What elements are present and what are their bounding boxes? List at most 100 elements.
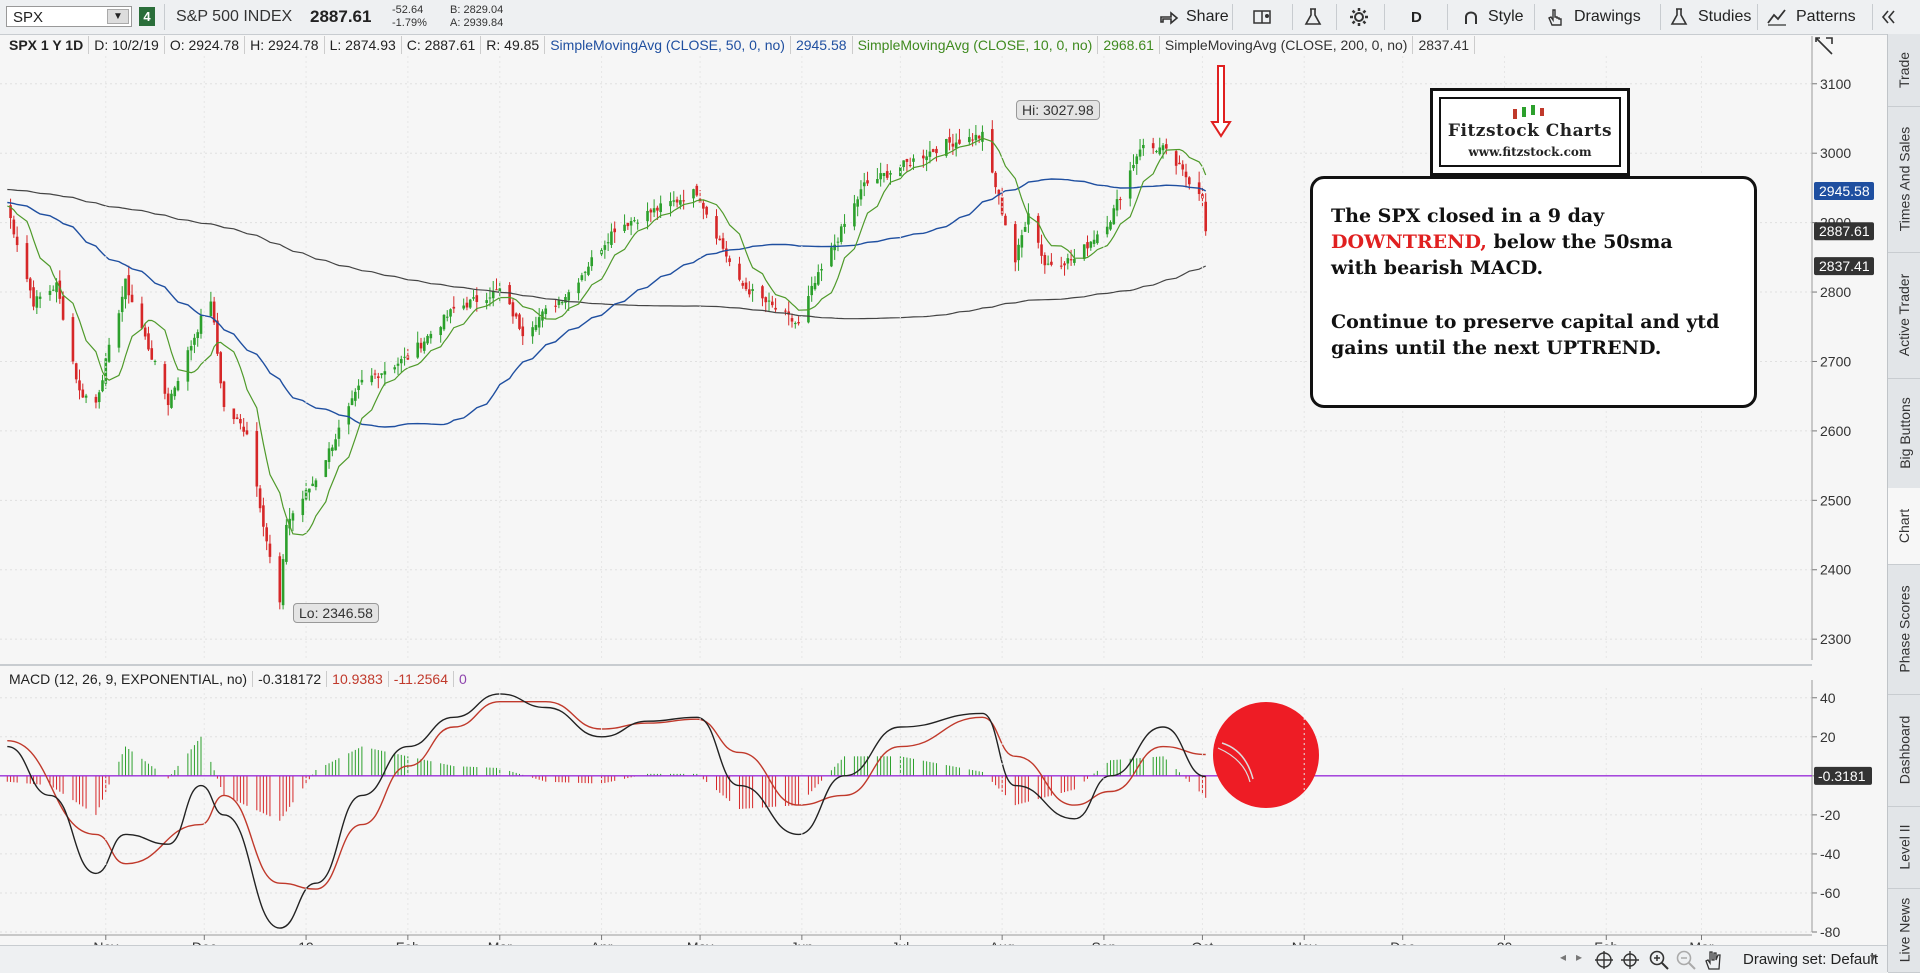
- symbol-dropdown-button[interactable]: ▼: [107, 9, 129, 24]
- price-tag: [1814, 181, 1874, 200]
- sma50-label[interactable]: SimpleMovingAvg (CLOSE, 50, 0, no): [545, 36, 791, 54]
- style-label: Style: [1488, 8, 1524, 25]
- sma200-label[interactable]: SimpleMovingAvg (CLOSE, 200, 0, no): [1160, 36, 1414, 54]
- candle-body: [337, 427, 341, 439]
- sma10-label[interactable]: SimpleMovingAvg (CLOSE, 10, 0, no): [853, 36, 1099, 54]
- layout-icon: [1253, 10, 1271, 24]
- candle-body: [954, 142, 958, 149]
- tab-label: Live News: [1896, 897, 1913, 963]
- candle-body: [232, 408, 236, 420]
- crosshair-mode-icon[interactable]: [1620, 950, 1640, 970]
- symbol-link-badge[interactable]: 4: [139, 7, 155, 26]
- candle-body: [193, 337, 196, 345]
- scroll-right-button[interactable]: ▸: [1576, 950, 1583, 964]
- candle-body: [350, 398, 354, 406]
- grid-layout-button[interactable]: [1252, 0, 1274, 34]
- flask-button[interactable]: [1302, 0, 1324, 34]
- price-tick-label: 3100: [1820, 76, 1851, 92]
- flask-icon: [1670, 8, 1688, 25]
- candle-body: [285, 524, 288, 562]
- symbol-input[interactable]: SPX ▼: [6, 6, 132, 27]
- candle-body: [1027, 213, 1030, 225]
- candle-body: [291, 513, 295, 521]
- settings-button[interactable]: [1348, 0, 1370, 34]
- candle-body: [209, 301, 213, 316]
- candle-body: [373, 373, 377, 375]
- price-tag-label: 2837.41: [1819, 258, 1870, 274]
- candle-body: [1184, 171, 1188, 178]
- tab-active-trader[interactable]: Active Trader: [1888, 252, 1920, 379]
- note-line-1: The SPX closed in a 9 day: [1331, 205, 1605, 227]
- price-tick-label: 2700: [1820, 353, 1851, 369]
- share-button[interactable]: Share: [1158, 0, 1229, 34]
- candle-body: [445, 316, 449, 318]
- candle-body: [633, 220, 636, 222]
- aggregation-button[interactable]: D: [1411, 8, 1422, 26]
- macd-value: -0.318172: [253, 671, 328, 687]
- candle-body: [531, 327, 534, 337]
- style-button[interactable]: Style: [1460, 0, 1524, 34]
- zoom-in-icon[interactable]: [1648, 949, 1670, 971]
- candle-body: [721, 238, 725, 249]
- close-value: C: 2887.61: [402, 36, 482, 54]
- time-tick-label: Sep: [1091, 939, 1116, 945]
- macd-study-label[interactable]: MACD (12, 26, 9, EXPONENTIAL, no): [4, 671, 254, 687]
- candle-body: [813, 282, 817, 290]
- candle-body: [488, 297, 492, 299]
- candle-body: [885, 171, 889, 178]
- tab-live-news[interactable]: Live News: [1888, 888, 1920, 973]
- candle-body: [1069, 259, 1073, 261]
- candle-body: [1132, 164, 1135, 169]
- drawings-button[interactable]: Drawings: [1544, 0, 1641, 34]
- time-tick-label: May: [687, 939, 713, 945]
- tab-big-buttons[interactable]: Big Buttons: [1888, 378, 1920, 489]
- candle-body: [212, 301, 216, 323]
- studies-button[interactable]: Studies: [1668, 0, 1751, 34]
- time-tick-label: Mar: [1689, 939, 1713, 945]
- tab-trade[interactable]: Trade: [1888, 34, 1920, 107]
- logo-title: Fitzstock Charts: [1447, 121, 1613, 141]
- candle-body: [354, 391, 357, 401]
- tab-label: Chart: [1896, 508, 1913, 544]
- candle-body: [830, 247, 833, 267]
- tab-level-ii[interactable]: Level II: [1888, 806, 1920, 889]
- candle-body: [1109, 222, 1112, 230]
- candle-body: [222, 381, 226, 407]
- toolbar-divider: [1232, 4, 1233, 30]
- macd-line: [7, 693, 1206, 929]
- sma10-value: 2968.61: [1098, 36, 1160, 54]
- candle-body: [859, 189, 863, 200]
- candle-body: [235, 417, 239, 419]
- candle-body: [889, 173, 892, 175]
- date-value: D: 10/2/19: [89, 36, 165, 54]
- candle-body: [419, 342, 423, 349]
- candle-body: [462, 305, 465, 309]
- toolbar-divider: [1336, 4, 1337, 30]
- patterns-button[interactable]: Patterns: [1766, 0, 1856, 34]
- candle-body: [843, 223, 846, 227]
- candle-body: [606, 242, 610, 244]
- zoom-out-icon[interactable]: [1675, 949, 1697, 971]
- candle-body: [314, 480, 318, 488]
- scroll-left-button[interactable]: ◂: [1560, 950, 1567, 964]
- drawing-set-dropdown[interactable]: ▾: [1870, 950, 1877, 964]
- collapse-panel-button[interactable]: [1880, 0, 1896, 34]
- price-chart[interactable]: 230024002500260027002800290030003100 294…: [0, 34, 1887, 945]
- candle-body: [357, 385, 360, 391]
- candle-body: [793, 323, 797, 325]
- macd-diff-value: -11.2564: [389, 671, 454, 687]
- crosshair-toggle[interactable]: [1812, 34, 1838, 61]
- timeframe-label[interactable]: SPX 1 Y 1D: [4, 36, 90, 54]
- candle-body: [199, 315, 203, 334]
- tab-dashboard[interactable]: Dashboard: [1888, 694, 1920, 807]
- drawing-set-label[interactable]: Drawing set: Default: [1743, 951, 1879, 968]
- pan-icon[interactable]: [1594, 950, 1614, 970]
- hand-tool-icon[interactable]: [1702, 949, 1724, 971]
- candle-body: [1089, 241, 1093, 248]
- candle-body: [761, 286, 764, 299]
- candle-body: [1161, 145, 1165, 151]
- tab-phase-scores[interactable]: Phase Scores: [1888, 564, 1920, 695]
- tab-chart[interactable]: Chart: [1888, 488, 1920, 565]
- tab-times-and-sales[interactable]: Times And Sales: [1888, 106, 1920, 253]
- candle-body: [449, 309, 452, 317]
